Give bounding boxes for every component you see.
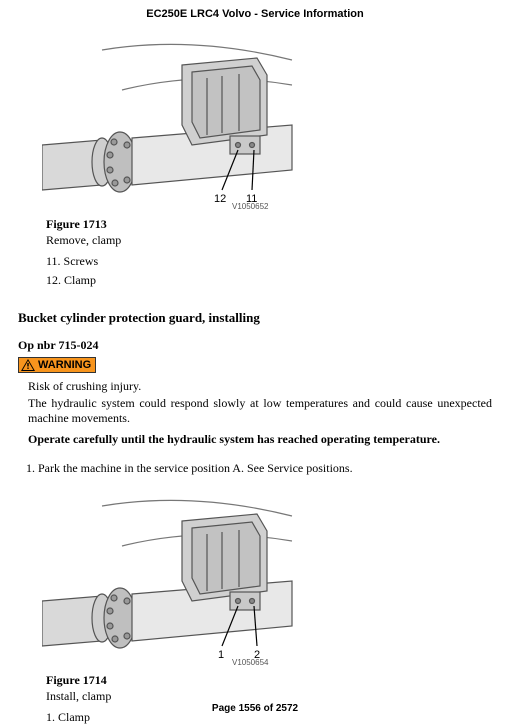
page-footer: Page 1556 of 2572 [0, 703, 510, 714]
list-item: 12. Clamp [46, 273, 492, 288]
figure-1713-caption: Remove, clamp [46, 233, 492, 248]
warning-line-1: Risk of crushing injury. [28, 379, 492, 394]
figure-1714-drawing: 1 2 [42, 486, 302, 676]
op-number: Op nbr 715-024 [18, 338, 492, 353]
figure-1713-list: 11. Screws 12. Clamp [46, 254, 492, 288]
callout-12: 12 [214, 193, 226, 205]
figure-1714-vcode: V1050654 [232, 658, 492, 667]
figure-1713-vcode: V1050652 [232, 202, 492, 211]
figure-1714: 1 2 V1050654 [42, 486, 492, 667]
figure-1714-caption: Install, clamp [46, 689, 492, 704]
warning-line-3: Operate carefully until the hydraulic sy… [28, 432, 492, 447]
section-title: Bucket cylinder protection guard, instal… [18, 310, 492, 326]
page-header: EC250E LRC4 Volvo - Service Information [18, 8, 492, 20]
figure-1713: 12 11 V1050652 [42, 30, 492, 211]
warning-line-2: The hydraulic system could respond slowl… [28, 396, 492, 426]
callout-1: 1 [218, 649, 224, 661]
warning-triangle-icon [21, 359, 35, 371]
figure-1713-drawing: 12 11 [42, 30, 302, 220]
warning-badge: WARNING [18, 357, 96, 373]
warning-label: WARNING [38, 359, 91, 371]
figure-1714-title: Figure 1714 [46, 673, 492, 688]
step-1: 1. Park the machine in the service posit… [36, 461, 492, 476]
list-item: 11. Screws [46, 254, 492, 269]
figure-1713-title: Figure 1713 [46, 217, 492, 232]
